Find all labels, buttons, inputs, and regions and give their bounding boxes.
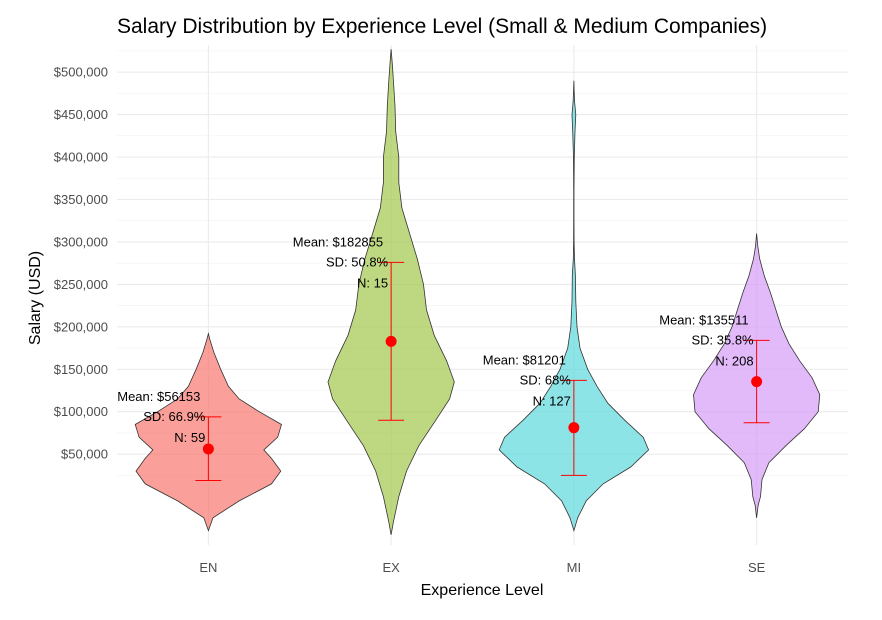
mean-point-SE [751,376,763,388]
x-axis-title: Experience Level [421,582,544,599]
n-annotation-SE: N: 208 [715,353,753,368]
x-tick-label: MI [567,560,581,575]
mean-point-EN [202,443,214,455]
y-tick-label: $100,000 [54,404,108,419]
n-annotation-EX: N: 15 [357,275,388,290]
y-axis-title: Salary (USD) [27,251,44,345]
x-tick-label: EN [199,560,217,575]
y-tick-label: $50,000 [61,447,108,462]
sd-annotation-EX: SD: 50.8% [326,254,389,269]
mean-point-EX [385,335,397,347]
mean-point-MI [568,422,580,434]
y-tick-label: $350,000 [54,192,108,207]
sd-annotation-MI: SD: 68% [520,372,572,387]
violin-MI [498,80,650,532]
mean-annotation-EN: Mean: $56153 [117,389,200,404]
chart-title: Salary Distribution by Experience Level … [117,15,767,38]
y-tick-label: $500,000 [54,65,108,80]
sd-annotation-EN: SD: 66.9% [143,409,206,424]
error-bars [195,261,770,481]
mean-annotation-MI: Mean: $81201 [483,352,566,367]
axis-ticks: $50,000 $100,000 $150,000 $200,000 $250,000 $… [54,65,766,575]
n-annotation-MI: N: 127 [533,393,571,408]
mean-annotation-SE: Mean: $135511 [659,312,748,327]
y-tick-label: $250,000 [54,277,108,292]
violins [134,49,821,535]
x-tick-label: EX [382,560,400,575]
y-tick-label: $400,000 [54,150,108,165]
annotations: Mean: $56153 SD: 66.9% N: 59 Mean: $182855 S… [117,234,754,444]
n-annotation-EN: N: 59 [174,430,205,445]
mean-annotation-EX: Mean: $182855 [293,234,383,249]
y-tick-label: $150,000 [54,362,108,377]
y-tick-label: $300,000 [54,234,108,249]
y-tick-label: $200,000 [54,319,108,334]
x-tick-label: SE [748,560,766,575]
y-tick-label: $450,000 [54,107,108,122]
sd-annotation-SE: SD: 35.8% [691,332,754,347]
